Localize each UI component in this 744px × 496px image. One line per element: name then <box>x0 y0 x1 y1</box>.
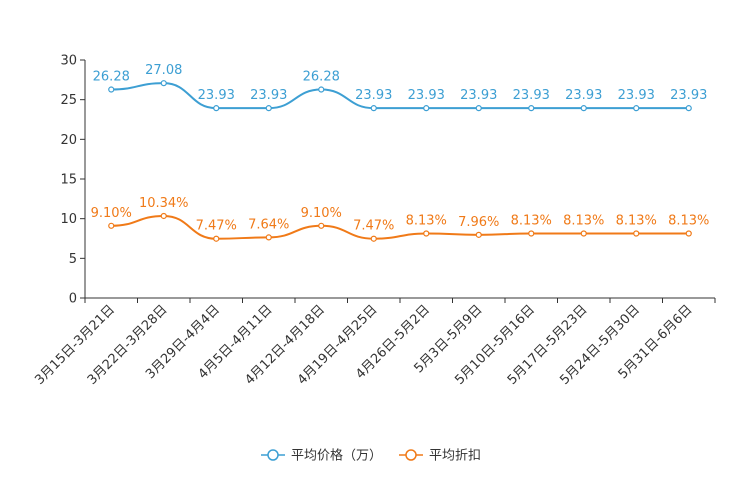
data-point[interactable] <box>265 234 272 241</box>
data-point[interactable] <box>370 105 377 112</box>
y-tick-label: 30 <box>60 54 77 69</box>
data-point[interactable] <box>318 86 325 93</box>
data-label: 8.13% <box>616 214 657 229</box>
data-point[interactable] <box>685 105 692 112</box>
data-point[interactable] <box>528 230 535 237</box>
data-point[interactable] <box>633 105 640 112</box>
data-label: 8.13% <box>563 214 604 229</box>
series-0: 26.28 27.08 23.93 23.93 26.28 23.93 23.93 23.93… <box>93 63 707 112</box>
legend-label: 平均折扣 <box>429 449 481 464</box>
y-tick-label: 25 <box>60 93 77 108</box>
y-tick-label: 5 <box>69 252 77 267</box>
series-1: 9.10% 10.34% 7.47% 7.64% 9.10% 7.47% 8.13% 7.96… <box>91 196 709 242</box>
data-point[interactable] <box>213 235 220 242</box>
legend-marker <box>267 449 279 461</box>
data-label: 23.93 <box>408 88 445 103</box>
data-label: 23.93 <box>198 88 235 103</box>
data-label: 7.64% <box>248 217 289 232</box>
data-label: 8.13% <box>511 214 552 229</box>
y-tick-label: 15 <box>60 173 77 188</box>
data-point[interactable] <box>108 222 115 229</box>
legend: 平均价格（万） 平均折扣 <box>261 448 481 464</box>
data-label: 23.93 <box>670 88 707 103</box>
data-point[interactable] <box>580 230 587 237</box>
data-point[interactable] <box>475 231 482 238</box>
data-label: 8.13% <box>406 214 447 229</box>
data-point[interactable] <box>370 235 377 242</box>
data-label: 23.93 <box>460 88 497 103</box>
data-point[interactable] <box>528 105 535 112</box>
data-point[interactable] <box>160 212 167 220</box>
y-tick-label: 0 <box>69 292 77 307</box>
data-label: 27.08 <box>145 63 182 78</box>
legend-marker <box>405 449 417 461</box>
y-tick-label: 10 <box>60 212 77 227</box>
data-point[interactable] <box>265 105 272 112</box>
data-label: 23.93 <box>565 88 602 103</box>
data-point[interactable] <box>318 222 325 229</box>
data-label: 23.93 <box>355 88 392 103</box>
data-point[interactable] <box>423 230 430 237</box>
data-point[interactable] <box>580 105 587 112</box>
data-point[interactable] <box>213 105 220 112</box>
data-label: 23.93 <box>618 88 655 103</box>
data-label: 26.28 <box>93 70 130 85</box>
data-label: 7.47% <box>196 219 237 234</box>
data-label: 10.34% <box>139 196 189 211</box>
data-point[interactable] <box>160 80 167 87</box>
legend-item-1[interactable]: 平均折扣 <box>399 449 481 464</box>
legend-item-0[interactable]: 平均价格（万） <box>261 448 382 464</box>
data-label: 8.13% <box>668 214 709 229</box>
data-label: 23.93 <box>250 88 287 103</box>
data-label: 9.10% <box>91 206 132 221</box>
data-label: 9.10% <box>301 206 342 221</box>
data-label: 7.96% <box>458 215 499 230</box>
data-point[interactable] <box>475 105 482 112</box>
data-point[interactable] <box>685 230 692 237</box>
data-point[interactable] <box>423 105 430 112</box>
data-point[interactable] <box>633 230 640 237</box>
series-group: 26.28 27.08 23.93 23.93 26.28 23.93 23.93 23.93… <box>91 63 709 242</box>
data-label: 23.93 <box>513 88 550 103</box>
data-point[interactable] <box>108 86 115 93</box>
data-label: 26.28 <box>303 70 340 85</box>
data-label: 7.47% <box>353 219 394 234</box>
legend-label: 平均价格（万） <box>291 448 382 464</box>
y-tick-label: 20 <box>60 133 77 148</box>
